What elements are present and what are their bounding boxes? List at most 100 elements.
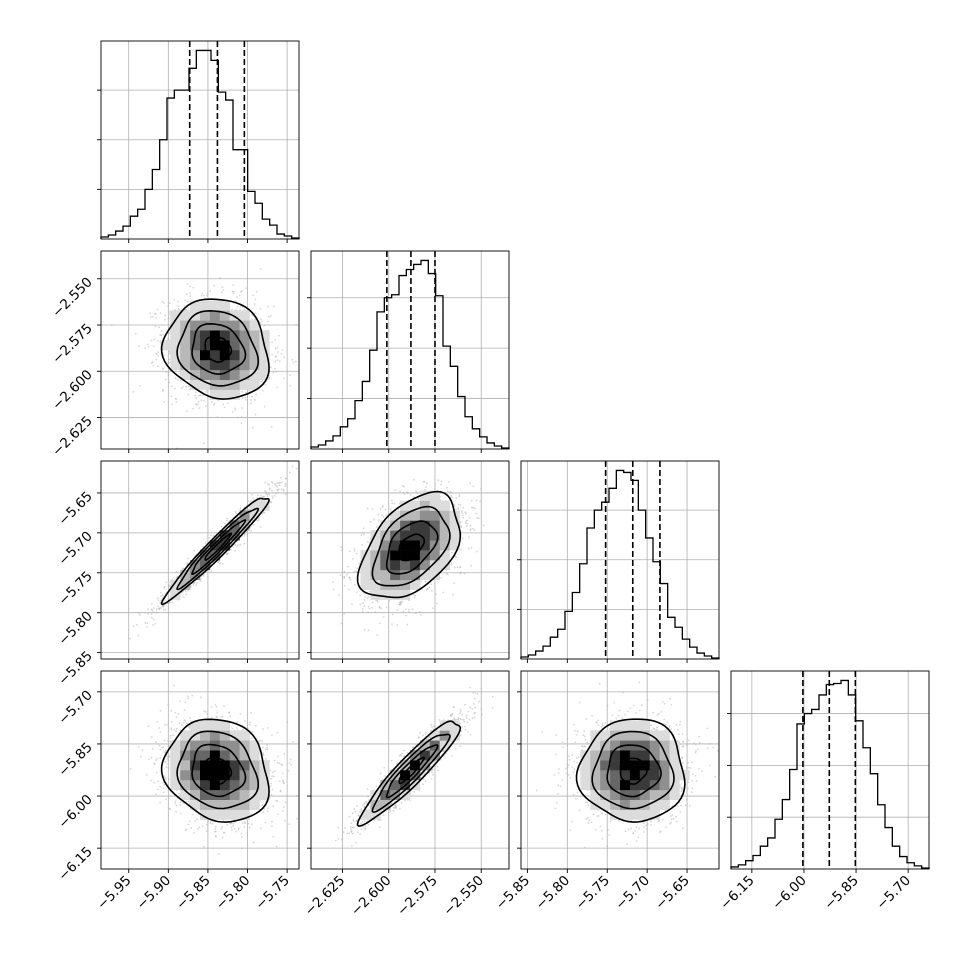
density-cell [249, 340, 260, 351]
y-tick-label: −5.85 [55, 648, 96, 689]
sample-point [189, 285, 192, 288]
sample-point [228, 711, 231, 714]
sample-point [351, 845, 353, 847]
sample-point [376, 601, 379, 603]
sample-point [246, 727, 249, 730]
sample-point [235, 830, 238, 833]
scatter-panel-1-3: −5.85−5.80−5.75−5.70−5.65 [55, 460, 300, 689]
sample-point [227, 552, 229, 555]
density-cell [200, 379, 211, 390]
sample-point [419, 611, 421, 613]
density-cell [170, 359, 181, 371]
sample-point [346, 573, 348, 576]
sample-point [469, 733, 472, 736]
sample-point [207, 575, 209, 578]
sample-point [274, 360, 277, 363]
density-cell [170, 750, 181, 761]
density-cell [370, 579, 381, 590]
density-cell [249, 330, 260, 341]
sample-point [271, 353, 273, 356]
sample-point [233, 290, 235, 293]
sample-point [315, 798, 317, 800]
sample-point [217, 561, 219, 564]
sample-point [376, 634, 379, 637]
sample-point [168, 311, 171, 313]
sample-point [167, 305, 170, 307]
sample-point [240, 847, 243, 850]
sample-point [381, 514, 384, 516]
sample-point [172, 734, 174, 737]
density-cell [229, 320, 240, 331]
sample-point [396, 609, 399, 612]
sample-point [291, 465, 294, 468]
density-cell [370, 550, 381, 561]
sample-point [269, 785, 272, 787]
density-cell [200, 310, 211, 321]
sample-point [361, 531, 364, 534]
sample-point [147, 608, 150, 610]
axes-frame [100, 460, 300, 660]
sample-point [289, 384, 292, 387]
sample-point [425, 482, 428, 485]
contour-line [204, 532, 233, 561]
sample-point [144, 611, 147, 614]
sample-point [432, 607, 434, 609]
sample-point [155, 608, 158, 611]
density-cell [380, 530, 391, 541]
density-cell [429, 569, 440, 581]
sample-point [359, 603, 362, 606]
sample-point [138, 612, 140, 615]
sample-point [268, 483, 270, 486]
density-cell [229, 809, 240, 820]
sample-point [270, 366, 272, 369]
sample-point [187, 800, 190, 803]
sample-point [259, 526, 262, 528]
sample-point [450, 562, 453, 565]
sample-point [461, 713, 463, 716]
sample-point [267, 305, 269, 308]
density-cell [419, 540, 431, 551]
sample-point [363, 533, 365, 536]
sample-point [462, 506, 465, 509]
sample-point [472, 485, 475, 488]
sample-point [343, 570, 346, 573]
sample-point [253, 312, 256, 314]
sample-point [360, 822, 363, 825]
density-cell [229, 379, 240, 390]
sample-point [461, 512, 464, 514]
density-cell [190, 369, 201, 380]
contour-line [176, 507, 260, 591]
sample-point [362, 527, 365, 530]
sample-point [135, 623, 138, 626]
sample-point [185, 293, 188, 296]
sample-point [274, 347, 277, 350]
density-cell [239, 809, 250, 820]
sample-point [271, 820, 273, 823]
sample-point [169, 602, 171, 604]
x-tick-label: −5.95 [94, 873, 135, 914]
sample-point [473, 529, 476, 531]
sample-point [261, 746, 264, 749]
sample-point [200, 578, 202, 581]
sample-point [362, 826, 365, 829]
sample-point [193, 549, 196, 552]
sample-point [189, 295, 192, 297]
sample-point [164, 776, 167, 779]
density-cell [249, 750, 260, 761]
sample-point [176, 378, 179, 381]
density-cell [200, 789, 211, 800]
sample-point [461, 718, 464, 721]
density-cell [229, 799, 240, 810]
sample-point [216, 716, 219, 719]
sample-point [385, 514, 388, 517]
density-cell [219, 369, 230, 380]
sample-point [159, 333, 162, 336]
density-cell [170, 350, 181, 361]
density-cell [180, 320, 191, 331]
sample-point [132, 390, 135, 393]
sample-point [252, 524, 255, 526]
sample-point [166, 723, 168, 726]
density-cell [219, 750, 230, 761]
sample-point [163, 318, 166, 321]
sample-point [261, 740, 264, 743]
